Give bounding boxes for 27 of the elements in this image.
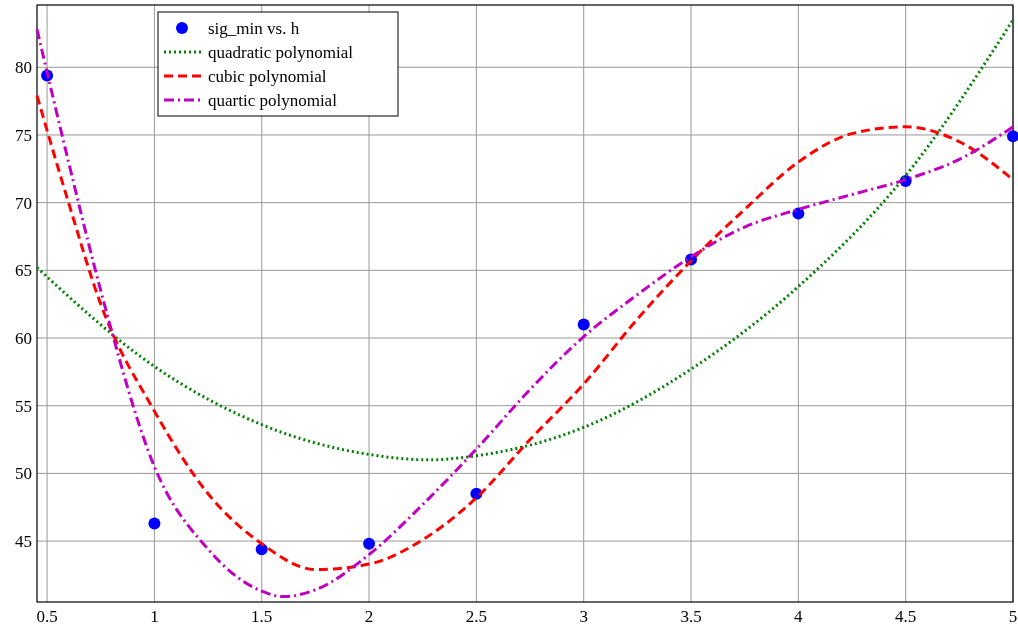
x-tick-label: 5 (1008, 607, 1018, 626)
y-tick-label: 45 (15, 532, 32, 552)
point (577, 318, 590, 331)
legend-label: quartic polynomial (208, 91, 338, 110)
y-tick-label: 50 (15, 464, 32, 484)
y-tick-label: 70 (15, 193, 32, 213)
x-tick-label: 1 (150, 607, 159, 626)
legend-label: sig_min vs. h (208, 19, 300, 38)
y-tick-label: 65 (15, 261, 32, 281)
x-tick-label: 2.5 (465, 607, 488, 626)
x-tick-label: 3 (579, 607, 588, 626)
y-tick-label: 80 (15, 58, 32, 78)
y-tick-label: 55 (15, 396, 32, 416)
line-series (35, 18, 1015, 462)
x-tick-label: 4.5 (895, 607, 917, 626)
x-tick-label: 3.5 (680, 607, 702, 626)
point (148, 517, 161, 530)
x-tick-label: 2 (364, 607, 374, 626)
x-tick-label: 1.5 (251, 607, 273, 626)
point (363, 537, 376, 550)
x-tick-label: 0.5 (36, 607, 58, 626)
point (1007, 130, 1018, 143)
y-tick-label: 75 (15, 125, 32, 145)
legend-label: cubic polynomial (208, 67, 327, 86)
x-tick-label: 4 (794, 607, 804, 626)
y-tick-label: 60 (15, 329, 32, 349)
legend-label: quadratic polynomial (208, 43, 354, 62)
